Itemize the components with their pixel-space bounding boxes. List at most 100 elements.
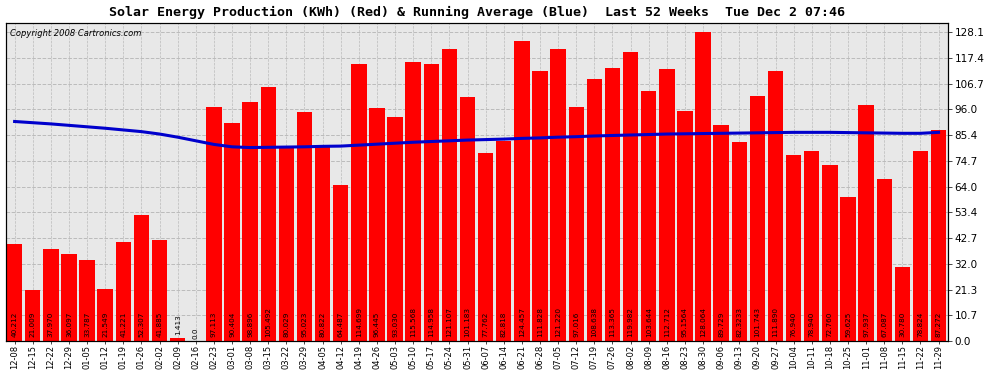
Bar [714,124,729,341]
Bar [44,249,58,341]
Text: 90.404: 90.404 [229,312,235,338]
Text: 124.457: 124.457 [519,308,525,338]
Text: 78.940: 78.940 [809,312,815,338]
Bar [695,32,711,341]
Text: 93.030: 93.030 [392,312,398,338]
Bar [876,179,892,341]
Text: 98.896: 98.896 [248,312,253,338]
Text: 59.625: 59.625 [845,312,851,338]
Bar [297,112,312,341]
Bar [496,141,512,341]
Bar [387,117,403,341]
Text: 80.029: 80.029 [283,312,289,338]
Bar [278,148,294,341]
Bar [641,91,656,341]
Text: 41.885: 41.885 [156,312,162,338]
Bar [587,79,602,341]
Bar [424,64,439,341]
Text: 101.183: 101.183 [464,308,470,338]
Bar [225,123,240,341]
Bar [768,71,783,341]
Text: 114.699: 114.699 [355,308,361,338]
Bar [858,105,874,341]
Bar [459,97,475,341]
Text: 37.970: 37.970 [48,312,53,338]
Text: 111.828: 111.828 [537,308,543,338]
Text: 80.822: 80.822 [320,312,326,338]
Text: 33.787: 33.787 [84,312,90,338]
Text: 82.818: 82.818 [501,312,507,338]
Text: 111.890: 111.890 [772,308,778,338]
Text: 21.549: 21.549 [102,312,108,338]
Text: 101.743: 101.743 [754,308,760,338]
Bar [550,49,566,341]
Bar [61,254,76,341]
Bar [533,71,547,341]
Bar [369,108,385,341]
Title: Solar Energy Production (KWh) (Red) & Running Average (Blue)  Last 52 Weeks  Tue: Solar Energy Production (KWh) (Red) & Ru… [109,6,844,19]
Text: 1.413: 1.413 [174,315,180,335]
Bar [351,64,366,341]
Bar [134,215,149,341]
Bar [406,62,421,341]
Bar [677,111,693,341]
Bar [514,41,530,341]
Text: 67.087: 67.087 [881,312,887,338]
Text: 0.0: 0.0 [193,327,199,339]
Text: 89.729: 89.729 [718,312,724,338]
Text: 52.307: 52.307 [139,312,145,338]
Text: 95.023: 95.023 [302,312,308,338]
Text: 96.445: 96.445 [374,312,380,338]
Bar [478,153,493,341]
Text: 78.824: 78.824 [918,312,924,338]
Bar [315,146,331,341]
Text: 108.638: 108.638 [591,308,597,338]
Bar [605,68,620,341]
Bar [151,240,167,341]
Text: Copyright 2008 Cartronics.com: Copyright 2008 Cartronics.com [10,29,142,38]
Bar [623,52,639,341]
Bar [79,260,95,341]
Text: 82.3233: 82.3233 [737,308,742,338]
Text: 103.644: 103.644 [645,308,651,338]
Text: 41.221: 41.221 [121,312,127,338]
Bar [206,107,222,341]
Bar [170,338,185,341]
Bar [749,96,765,341]
Text: 30.780: 30.780 [899,312,905,338]
Bar [822,165,838,341]
Text: 97.937: 97.937 [863,312,869,338]
Bar [25,290,41,341]
Text: 95.1564: 95.1564 [682,308,688,338]
Bar [931,130,946,341]
Text: 97.016: 97.016 [573,312,579,338]
Bar [116,242,131,341]
Bar [659,69,674,341]
Bar [97,289,113,341]
Text: 121.107: 121.107 [446,308,452,338]
Bar [568,107,584,341]
Bar [841,197,855,341]
Bar [786,155,801,341]
Bar [895,267,910,341]
Text: 112.712: 112.712 [664,308,670,338]
Text: 76.940: 76.940 [791,312,797,338]
Bar [7,244,23,341]
Bar [243,102,257,341]
Bar [732,142,747,341]
Bar [804,151,820,341]
Bar [333,186,348,341]
Text: 121.220: 121.220 [555,308,561,338]
Text: 72.760: 72.760 [827,312,833,338]
Text: 105.492: 105.492 [265,308,271,338]
Text: 113.365: 113.365 [610,308,616,338]
Text: 128.064: 128.064 [700,308,706,338]
Text: 119.982: 119.982 [628,308,634,338]
Text: 64.487: 64.487 [338,312,344,338]
Text: 36.097: 36.097 [66,312,72,338]
Text: 114.958: 114.958 [429,308,435,338]
Bar [913,151,929,341]
Text: 21.009: 21.009 [30,312,36,338]
Bar [442,49,457,341]
Text: 115.568: 115.568 [410,308,416,338]
